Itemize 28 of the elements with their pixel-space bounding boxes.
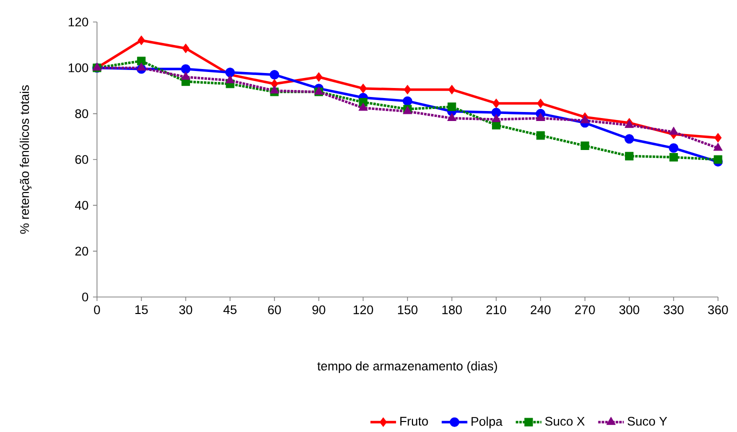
y-tick-label: 20 (75, 246, 88, 256)
y-tick-label: 60 (75, 155, 88, 164)
legend-label: Suco Y (628, 416, 668, 426)
x-axis-title: tempo de armazenamento (dias) (317, 361, 498, 373)
x-tick-label: 330 (664, 305, 684, 314)
y-tick-label: 40 (75, 200, 88, 210)
x-tick-label: 180 (442, 305, 462, 314)
x-tick-label: 240 (530, 305, 551, 314)
x-tick-label: 0 (94, 305, 100, 314)
x-tick-label: 150 (398, 305, 418, 314)
x-tick-label: 30 (179, 305, 192, 314)
y-tick-label: 0 (82, 292, 88, 302)
y-tick-label: 80 (75, 109, 88, 118)
x-tick-label: 360 (708, 305, 728, 314)
y-tick-label: 120 (68, 18, 88, 26)
legend-label: Fruto (400, 416, 428, 426)
x-tick-label: 300 (619, 305, 640, 314)
legend-label: Polpa (472, 416, 503, 428)
y-axis-title: % retenção fenólicos totais (20, 85, 32, 234)
legend-label: Suco X (545, 416, 585, 426)
x-tick-label: 60 (268, 305, 281, 314)
x-tick-label: 90 (312, 305, 326, 314)
x-tick-label: 210 (486, 305, 506, 314)
x-tick-label: 120 (354, 305, 374, 314)
x-tick-label: 15 (135, 305, 148, 314)
x-tick-label: 270 (575, 305, 595, 314)
x-tick-label: 45 (223, 305, 236, 314)
y-tick-label: 100 (68, 63, 88, 72)
